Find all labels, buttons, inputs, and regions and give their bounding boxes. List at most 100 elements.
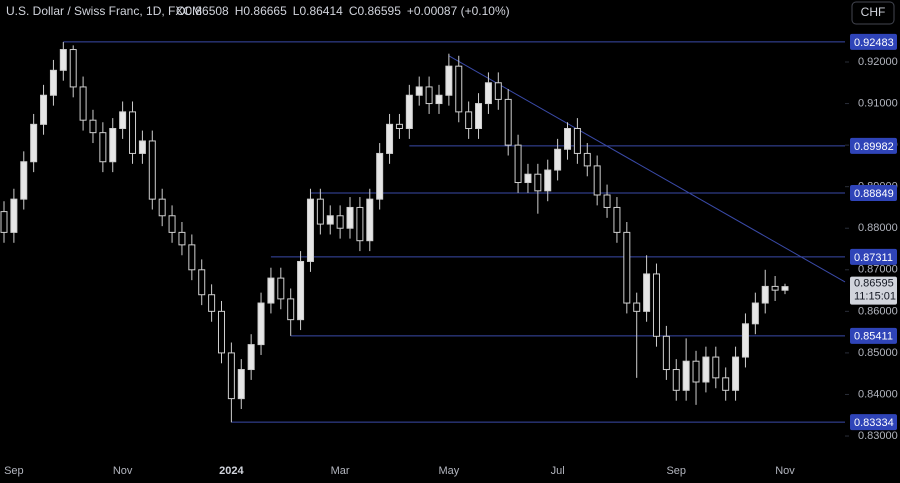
ohlc-value: L0.86414 — [293, 4, 343, 18]
x-tick-label: Nov — [113, 465, 133, 477]
candle-body — [79, 86, 87, 121]
y-tick-label: 0.85000 — [858, 347, 898, 359]
x-tick-label: Sep — [4, 465, 24, 477]
level-label-box — [850, 184, 897, 201]
candle-body — [672, 369, 680, 391]
candle-body — [593, 165, 601, 196]
candle-body — [741, 323, 749, 358]
candle-body — [366, 198, 374, 242]
ohlc-value: +0.00087 (+0.10%) — [407, 4, 510, 18]
x-tick-label: Jul — [551, 465, 565, 477]
y-tick-label: 0.86000 — [858, 305, 898, 317]
candle-body — [623, 231, 631, 304]
candle-body — [652, 273, 660, 337]
candle-body — [89, 119, 97, 134]
candle-body — [484, 82, 492, 105]
y-tick-label: 0.84000 — [858, 388, 898, 400]
candle-body — [20, 161, 28, 200]
candle-body — [573, 127, 581, 154]
candle-body — [405, 94, 413, 129]
candle-body — [277, 277, 285, 300]
candle-body — [465, 111, 473, 129]
candle-body — [682, 360, 690, 391]
candle-body — [514, 144, 522, 184]
candle-body — [326, 215, 334, 225]
candle-body — [129, 111, 137, 154]
candle-body — [346, 206, 354, 229]
x-tick-label: May — [438, 465, 459, 477]
candle-body — [178, 231, 186, 246]
candle-body — [504, 98, 512, 146]
x-tick-label: 2024 — [219, 465, 244, 477]
candle-body — [583, 152, 591, 167]
candle-body — [603, 194, 611, 208]
level-label: 0.85411 — [854, 331, 893, 343]
trendline — [448, 55, 846, 283]
level-label: 0.83334 — [854, 417, 894, 429]
candle-body — [376, 152, 384, 200]
candle-body — [247, 344, 255, 371]
countdown: 11:15:01 — [854, 291, 896, 303]
candle-body — [386, 123, 394, 154]
candle-body — [761, 285, 769, 304]
x-tick-label: Nov — [775, 465, 795, 477]
level-label-box — [850, 137, 897, 154]
candle-body — [435, 94, 443, 105]
level-label: 0.89982 — [854, 141, 894, 153]
candle-body — [138, 140, 146, 154]
candle-body — [455, 65, 463, 113]
candle-body — [613, 206, 621, 233]
candle-body — [297, 260, 305, 321]
y-tick-label: 0.91000 — [858, 97, 898, 109]
candle-body — [395, 123, 403, 129]
candle-body — [415, 86, 423, 96]
candle-body — [633, 302, 641, 312]
level-label: 0.92483 — [854, 37, 894, 49]
x-tick-label: Mar — [331, 465, 350, 477]
level-label-box — [850, 327, 897, 344]
candle-body — [188, 244, 196, 271]
candle-body — [158, 198, 166, 217]
candle-body — [722, 377, 730, 391]
candle-body — [0, 211, 8, 233]
candle-body — [712, 356, 720, 379]
level-label: 0.88849 — [854, 188, 894, 200]
last-price-box — [850, 276, 897, 305]
candle-body — [287, 298, 295, 321]
candle-body — [732, 356, 740, 391]
ohlc-value: C0.86595 — [349, 4, 401, 18]
currency-button[interactable] — [851, 1, 895, 25]
candle-body — [751, 302, 759, 325]
candle-body — [69, 49, 77, 88]
candle-body — [10, 198, 18, 233]
candle-body — [316, 198, 324, 225]
candle-body — [771, 285, 779, 291]
candle-body — [544, 169, 552, 192]
level-label-box — [850, 33, 897, 50]
plot-area — [0, 41, 846, 423]
candle-body — [554, 148, 562, 171]
y-tick-label: 0.83000 — [858, 430, 898, 442]
candle-body — [257, 302, 265, 346]
candle-body — [494, 82, 502, 100]
y-tick-label: 0.87000 — [858, 264, 898, 276]
candle-body — [30, 123, 38, 163]
candle-body — [208, 294, 216, 312]
candle-body — [356, 206, 364, 242]
last-price: 0.86595 — [854, 278, 894, 290]
candle-body — [267, 277, 275, 304]
candle-body — [168, 215, 176, 233]
candle-body — [306, 198, 314, 262]
candle-body — [702, 356, 710, 383]
level-label-box — [850, 414, 897, 431]
candle-body — [662, 335, 670, 371]
candle-body — [425, 86, 433, 105]
currency-label: CHF — [861, 5, 886, 19]
candle-body — [534, 173, 542, 192]
candle-body — [99, 132, 107, 163]
candle-body — [119, 111, 127, 129]
y-tick-label: 0.92000 — [858, 56, 898, 68]
candle-body — [59, 49, 67, 71]
